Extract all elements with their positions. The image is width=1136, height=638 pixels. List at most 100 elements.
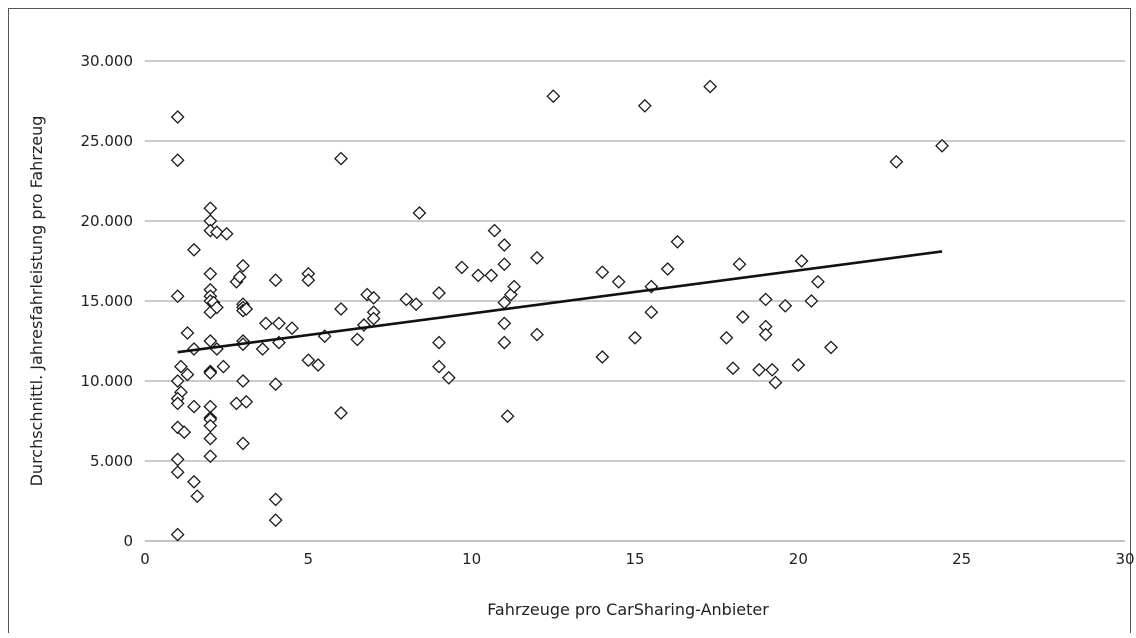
- y-tick-label: 15.000: [81, 292, 134, 310]
- data-point: [595, 350, 610, 364]
- data-point: [935, 138, 949, 153]
- data-point: [432, 359, 446, 374]
- data-point: [471, 268, 486, 283]
- x-tick-label: 5: [304, 550, 314, 568]
- data-point: [732, 257, 747, 272]
- data-point: [889, 154, 904, 169]
- data-point: [644, 305, 659, 320]
- data-point: [497, 238, 512, 252]
- y-tick-label: 10.000: [81, 372, 134, 390]
- data-point: [399, 292, 414, 307]
- x-axis-title: Fahrzeuge pro CarSharing-Anbieter: [487, 600, 769, 619]
- data-point: [752, 362, 767, 377]
- data-point: [255, 342, 270, 356]
- data-point: [170, 153, 185, 168]
- data-point: [334, 302, 348, 316]
- data-point: [258, 316, 273, 331]
- data-point: [203, 431, 218, 446]
- x-tick-labels: 0 5 10 15 20 25 30: [140, 550, 1134, 568]
- data-point: [170, 374, 185, 388]
- data-point: [272, 316, 286, 331]
- y-tick-label: 0: [123, 532, 133, 550]
- data-point: [180, 326, 195, 340]
- data-point: [301, 273, 316, 288]
- data-point: [637, 98, 652, 113]
- data-point: [366, 290, 381, 305]
- data-point: [804, 294, 819, 308]
- data-point: [301, 353, 316, 368]
- x-tick-label: 20: [789, 550, 808, 568]
- data-point: [487, 223, 502, 238]
- data-point: [432, 286, 446, 300]
- data-point: [484, 268, 499, 283]
- data-point: [180, 367, 195, 382]
- y-tick-label: 25.000: [81, 132, 134, 150]
- data-point: [768, 375, 783, 390]
- y-tick-label: 30.000: [81, 52, 134, 70]
- data-point: [236, 374, 250, 388]
- data-point: [412, 206, 427, 220]
- data-point: [507, 279, 522, 294]
- gridlines: [145, 60, 1125, 462]
- y-tick-label: 20.000: [81, 212, 134, 230]
- y-axis-title: Durchschnittl. Jahresfahrleistung pro Fa…: [27, 116, 46, 487]
- y-tick-labels: 0 5.000 10.000 15.000 20.000 25.000 30.000: [81, 52, 134, 550]
- data-point: [530, 250, 544, 265]
- data-point: [268, 377, 283, 392]
- data-point: [719, 330, 734, 345]
- data-point: [311, 358, 326, 372]
- data-point: [497, 335, 512, 350]
- data-point: [209, 225, 224, 240]
- data-point: [811, 274, 825, 289]
- data-point: [232, 270, 247, 284]
- data-point: [778, 298, 793, 313]
- data-point: [236, 436, 250, 451]
- data-point: [334, 406, 348, 420]
- outer-border: [8, 8, 1131, 638]
- data-point: [190, 489, 205, 504]
- data-point: [758, 327, 773, 342]
- data-point: [628, 330, 642, 345]
- data-point: [285, 321, 299, 336]
- data-point: [595, 265, 610, 280]
- data-point: [170, 527, 185, 542]
- data-point: [350, 332, 365, 347]
- data-point: [203, 366, 218, 380]
- data-point: [824, 340, 838, 355]
- x-tick-label: 25: [952, 550, 971, 568]
- data-point: [170, 289, 185, 304]
- data-point: [170, 110, 185, 124]
- data-point: [703, 79, 718, 94]
- data-point: [203, 266, 218, 281]
- x-tick-label: 15: [625, 550, 644, 568]
- data-point: [546, 89, 561, 104]
- data-point: [268, 492, 283, 507]
- data-point: [726, 361, 740, 376]
- data-point: [209, 300, 224, 315]
- data-point: [216, 359, 231, 374]
- data-point: [170, 465, 185, 480]
- data-point: [187, 242, 201, 257]
- data-point: [219, 226, 234, 241]
- data-point: [530, 327, 544, 342]
- data-point: [454, 260, 469, 275]
- data-point: [174, 359, 188, 374]
- data-point: [660, 262, 675, 276]
- data-point: [268, 513, 283, 528]
- data-point: [611, 274, 626, 289]
- data-point: [500, 409, 515, 424]
- data-point: [170, 396, 185, 411]
- data-point: [497, 257, 512, 272]
- data-point: [187, 474, 201, 489]
- data-point: [177, 425, 192, 440]
- x-tick-label: 0: [140, 550, 150, 568]
- data-point: [735, 310, 750, 324]
- data-point: [497, 316, 512, 331]
- data-point: [334, 151, 348, 166]
- y-tick-label: 5.000: [90, 452, 133, 470]
- data-point: [765, 362, 780, 377]
- data-point: [409, 297, 424, 312]
- trendline-layer: [177, 250, 943, 354]
